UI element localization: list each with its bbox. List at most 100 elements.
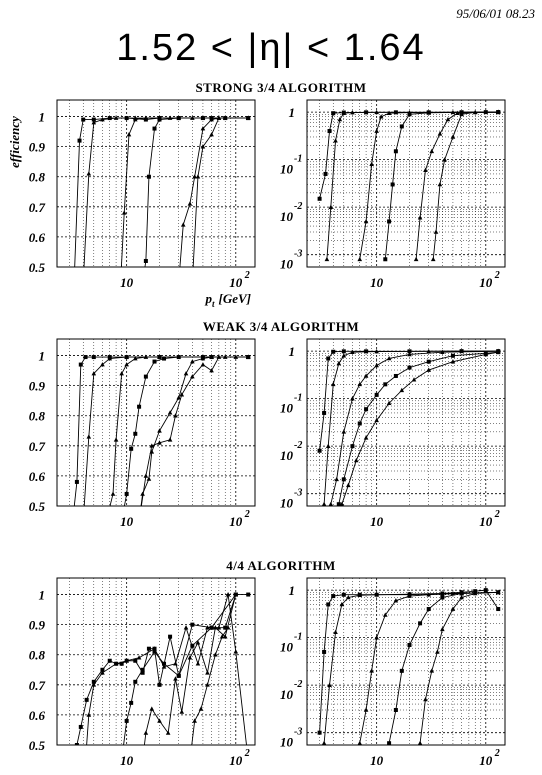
x-tick-label: 10 [229, 753, 243, 768]
marker [350, 444, 355, 449]
marker [100, 670, 105, 675]
x-tick-exponent: 2 [244, 509, 250, 520]
y-tick-label: 10 [280, 735, 294, 750]
marker [407, 112, 412, 117]
marker [440, 626, 445, 632]
marker [100, 117, 105, 122]
marker [200, 144, 206, 149]
marker [91, 355, 96, 360]
section-title: STRONG 3/4 ALGORITHM [195, 80, 366, 95]
series-line [323, 591, 499, 744]
marker [407, 593, 412, 598]
marker [225, 625, 231, 630]
marker [327, 129, 332, 134]
y-tick-label: 1 [289, 105, 296, 120]
marker [107, 116, 112, 121]
marker [137, 519, 142, 523]
marker [386, 400, 392, 406]
marker [146, 646, 151, 651]
marker [143, 115, 149, 120]
series-line [359, 591, 499, 744]
marker [149, 443, 155, 448]
y-tick-label: 10 [280, 401, 294, 416]
marker [393, 373, 398, 378]
marker [133, 679, 138, 684]
marker [179, 709, 185, 714]
section-title: 4/4 ALGORITHM [226, 558, 335, 573]
marker [423, 167, 428, 172]
marker [350, 396, 355, 401]
marker [364, 407, 369, 412]
marker [399, 387, 405, 393]
series-line [76, 594, 249, 745]
marker [331, 594, 336, 599]
marker [369, 161, 374, 167]
plot-frame [56, 338, 256, 507]
marker [472, 590, 478, 596]
page-title: 1.52 < |η| < 1.64 [116, 27, 425, 69]
marker [445, 116, 451, 122]
marker [374, 128, 379, 133]
y-tick-label: 0.7 [29, 678, 46, 693]
plot-frame [306, 99, 506, 268]
y-tick-label: 10 [280, 448, 294, 463]
marker [132, 356, 138, 361]
x-tick-label: 10 [229, 275, 243, 290]
y-axis-label: efficiency [7, 116, 22, 168]
marker [143, 374, 148, 379]
marker [363, 707, 369, 712]
marker [326, 356, 331, 361]
marker [429, 148, 435, 154]
marker [209, 117, 214, 122]
marker [426, 592, 432, 597]
marker [435, 649, 440, 654]
marker [417, 215, 423, 220]
marker [459, 594, 464, 600]
y-tick-label: 1 [289, 583, 296, 598]
marker [176, 280, 181, 284]
x-tick-label: 10 [370, 514, 384, 529]
marker [152, 126, 157, 131]
marker [190, 280, 195, 284]
marker [104, 519, 109, 523]
marker [100, 667, 105, 672]
marker [407, 365, 412, 370]
marker [140, 670, 145, 675]
y-tick-label: 0.8 [29, 648, 46, 663]
marker [440, 349, 445, 354]
marker [245, 115, 251, 120]
marker [437, 131, 443, 136]
marker [346, 482, 351, 488]
marker [459, 591, 464, 596]
marker [198, 706, 204, 711]
marker [192, 718, 197, 723]
marker [417, 740, 423, 745]
series-line [123, 356, 249, 506]
marker [426, 348, 432, 354]
marker [84, 697, 89, 702]
marker [173, 661, 178, 666]
x-tick-label: 10 [120, 514, 134, 529]
series-line [323, 350, 499, 505]
marker [205, 670, 210, 675]
marker [328, 501, 334, 506]
marker [113, 661, 119, 666]
marker [341, 477, 346, 482]
marker [246, 592, 251, 597]
marker [245, 354, 251, 359]
marker [219, 634, 225, 639]
x-tick-label: 10 [479, 514, 493, 529]
marker [374, 635, 379, 640]
marker [442, 157, 447, 162]
marker [437, 181, 443, 187]
marker [133, 431, 138, 436]
marker [124, 491, 129, 496]
y-tick-exponent: -2 [294, 440, 302, 451]
marker [393, 149, 398, 154]
marker [140, 667, 145, 672]
marker [383, 382, 388, 387]
marker [107, 658, 112, 663]
plot-frame [56, 99, 256, 268]
y-tick-label: 10 [280, 209, 294, 224]
marker [205, 625, 210, 630]
